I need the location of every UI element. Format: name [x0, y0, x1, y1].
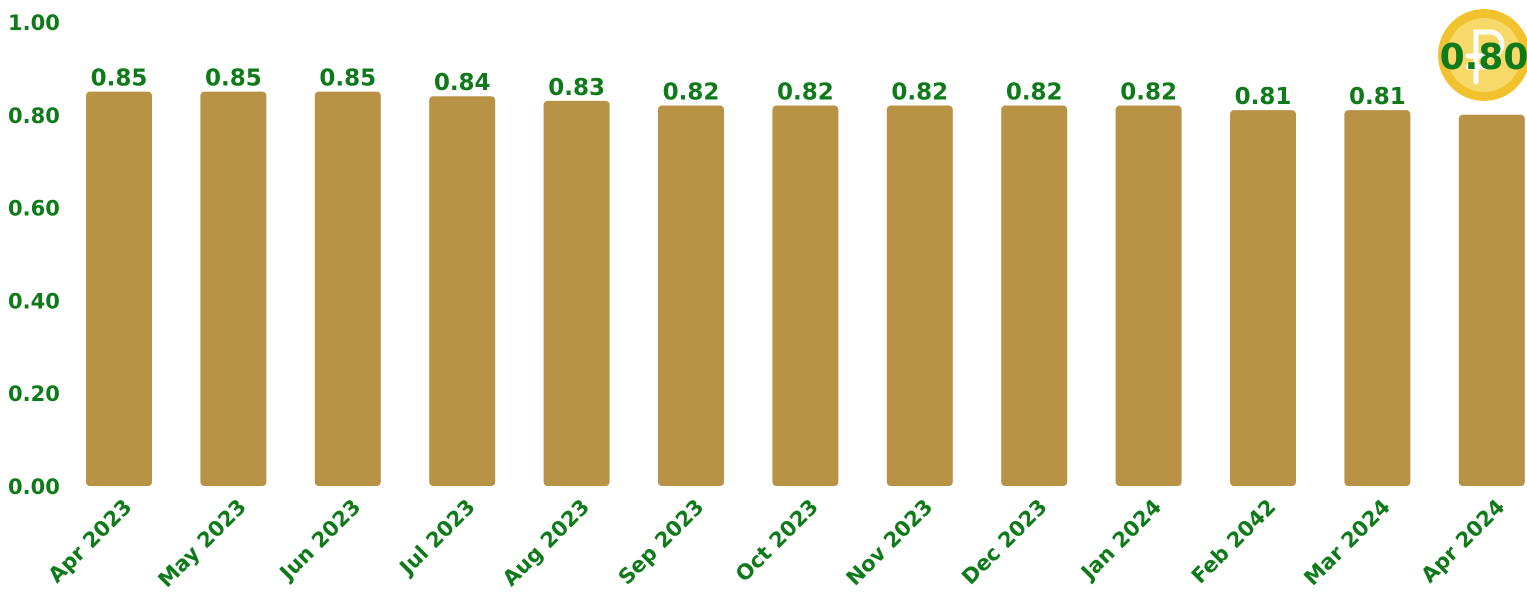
y-tick-label: 1.00: [8, 11, 60, 35]
bar: [86, 91, 152, 486]
x-tick-label: Oct 2023: [731, 495, 823, 587]
bar: [1344, 110, 1411, 486]
data-label: 0.83: [548, 75, 605, 101]
bar: [886, 105, 953, 487]
data-label: 0.85: [91, 66, 148, 92]
y-axis: 0.00 0.20 0.40 0.60 0.80 1.00: [8, 11, 60, 499]
data-label: 0.82: [663, 80, 720, 106]
data-label: 0.82: [891, 80, 948, 106]
x-axis: Apr 2023 May 2023 Jun 2023 Jul 2023 Aug 2023…: [44, 495, 1510, 592]
data-label: 0.81: [1235, 84, 1292, 110]
x-tick-label: Aug 2023: [498, 495, 594, 591]
bar: [1001, 105, 1068, 487]
bar: [772, 105, 839, 487]
data-labels: 0.85 0.85 0.85 0.84 0.83 0.82 0.82 0.82 0.82 0.82…: [91, 66, 1406, 111]
x-tick-label: Jun 2023: [274, 495, 366, 587]
data-label: 0.82: [1006, 80, 1063, 106]
x-tick-label: Apr 2024: [1416, 495, 1509, 588]
y-tick-label: 0.40: [8, 289, 60, 313]
x-tick-label: Mar 2024: [1299, 495, 1395, 591]
bar: [200, 91, 267, 486]
bar: [1230, 110, 1296, 486]
y-tick-label: 0.20: [8, 382, 60, 406]
x-tick-label: Jul 2023: [394, 495, 480, 581]
y-tick-label: 0.00: [8, 475, 60, 499]
data-label: 0.85: [319, 66, 376, 92]
x-tick-label: Sep 2023: [614, 495, 709, 590]
x-tick-label: Feb 2042: [1187, 495, 1281, 589]
bar: [658, 105, 724, 487]
bars: [86, 91, 1525, 487]
y-tick-label: 0.60: [8, 197, 60, 221]
data-label: 0.84: [434, 70, 491, 96]
bar: [1115, 105, 1182, 487]
x-tick-label: Dec 2023: [957, 495, 1052, 590]
bar: [429, 96, 496, 487]
ruble-coin-icon: 0.80: [1438, 9, 1527, 101]
data-label: 0.82: [777, 80, 834, 106]
x-tick-label: May 2023: [153, 495, 250, 592]
bar: [543, 100, 610, 486]
bar: [1458, 114, 1525, 487]
y-tick-label: 0.80: [8, 104, 60, 128]
x-tick-label: Apr 2023: [44, 495, 137, 588]
data-label: 0.81: [1349, 84, 1406, 110]
ruble-symbol: [1465, 29, 1505, 85]
x-tick-label: Nov 2023: [842, 495, 938, 591]
data-label-highlight: 0.80: [1440, 37, 1527, 78]
data-label: 0.85: [205, 66, 262, 92]
x-tick-label: Jan 2024: [1075, 495, 1166, 586]
data-label: 0.82: [1120, 80, 1177, 106]
bar: [314, 91, 381, 486]
